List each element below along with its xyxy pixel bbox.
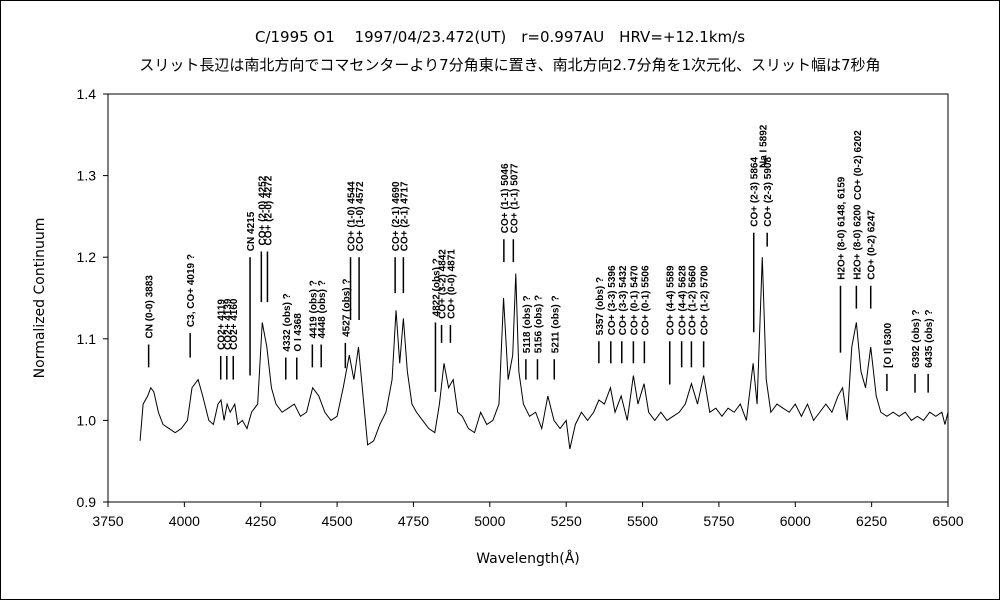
annotation-label: 5118 (obs) ? bbox=[522, 295, 533, 353]
annotation-label: C3, CO+ 4019 ? bbox=[186, 254, 197, 327]
x-tick-label: 4500 bbox=[322, 513, 353, 529]
annotation-label: O I 4368 bbox=[293, 313, 304, 352]
annotation-label: 6435 (obs) ? bbox=[924, 310, 935, 368]
y-tick-label: 0.9 bbox=[77, 494, 97, 510]
annotation-label: 4527 (obs) ? bbox=[341, 279, 352, 337]
annotation-label: CO+ (1-2) 5700 bbox=[700, 265, 711, 335]
annotation-label: CO+ (0-1) 5506 bbox=[640, 265, 651, 335]
y-tick-label: 1.2 bbox=[77, 249, 97, 265]
chart-subtitle: スリット長辺は南北方向でコマセンターより7分角東に置き、南北方向2.7分角を1次… bbox=[139, 56, 880, 74]
annotation-label: CN 4215 bbox=[246, 211, 257, 251]
annotation-label: CO+ (3-3) 5396 bbox=[607, 265, 618, 335]
x-tick-label: 6000 bbox=[780, 513, 811, 529]
x-tick-label: 5750 bbox=[703, 513, 734, 529]
y-tick-label: 1.0 bbox=[77, 412, 97, 428]
annotation-label: CO+ (2-1) 4717 bbox=[399, 181, 410, 251]
annotation-label: CO+ (2-0) 4272 bbox=[263, 175, 274, 245]
annotation-label: 6392 (obs) ? bbox=[911, 310, 922, 368]
x-tick-label: 5500 bbox=[627, 513, 658, 529]
annotation-label: H2O+ (8-0) 6148, 6159 bbox=[836, 176, 847, 280]
annotation-label: CO+ (1-2) 5660 bbox=[687, 265, 698, 335]
annotation-label: CO+ (4-4) 5628 bbox=[678, 265, 689, 335]
annotation-label: Na I 5892 bbox=[758, 124, 769, 168]
x-tick-label: 4000 bbox=[169, 513, 200, 529]
x-tick-label: 5000 bbox=[474, 513, 505, 529]
annotation-label: CO2+ 4160 bbox=[229, 298, 240, 350]
annotation-label: CO+ (2-3) 5864 bbox=[750, 157, 761, 227]
plot-area bbox=[107, 93, 949, 503]
x-tick-label: 6250 bbox=[856, 513, 887, 529]
x-tick-label: 3750 bbox=[92, 513, 123, 529]
annotation-label: CO+ (1-0) 4572 bbox=[355, 181, 366, 251]
x-axis-label: Wavelength(Å) bbox=[476, 550, 580, 567]
annotation-label: CO2+ 4119 bbox=[217, 299, 228, 350]
annotation-label: 5357 (obs) ? bbox=[595, 277, 606, 335]
spectrum-line bbox=[139, 257, 949, 450]
x-tick-label: 6500 bbox=[932, 513, 963, 529]
annotation-label: 5211 (obs) ? bbox=[550, 295, 561, 353]
annotation-label: CO+ (0-2) 6247 bbox=[867, 210, 878, 280]
annotation-label: [O I] 6300 bbox=[883, 322, 894, 367]
annotation-label: CO+ (2-1) 4690 bbox=[391, 181, 402, 251]
annotation-label: CO+ (2-3) 5908 bbox=[763, 157, 774, 227]
annotation-label: CO+ (1-1) 5077 bbox=[509, 163, 520, 233]
x-tick-label: 5250 bbox=[551, 513, 582, 529]
annotation-label: 5156 (obs) ? bbox=[533, 295, 544, 353]
annotation-label: 4332 (obs) ? bbox=[282, 293, 293, 351]
annotation-label: 4419 (obs) ? bbox=[308, 280, 319, 338]
annotation-label: CO+ (1-1) 5046 bbox=[500, 163, 511, 233]
annotation-label: CO2+ 4139 bbox=[223, 298, 234, 350]
y-axis-label: Normalized Continuum bbox=[32, 218, 48, 379]
chart-title: C/1995 O1 1997/04/23.472(UT) r=0.997AU H… bbox=[255, 28, 745, 46]
annotation-label: CN (0-0) 3883 bbox=[145, 275, 156, 339]
y-tick-label: 1.1 bbox=[77, 331, 97, 347]
annotation-label: CO+ (3-2) 4842 bbox=[438, 249, 449, 319]
annotation-label: CO+ (2-0) 4252 bbox=[257, 175, 268, 245]
y-tick-label: 1.3 bbox=[77, 168, 97, 184]
y-tick-label: 1.4 bbox=[77, 86, 97, 102]
annotation-label: CO+ (0-0) 4871 bbox=[446, 249, 457, 319]
annotation-label: CO+ (0-1) 5470 bbox=[629, 265, 640, 335]
annotation-label: CO+ (4-4) 5589 bbox=[666, 265, 677, 335]
annotation-label: CO+ (3-3) 5432 bbox=[618, 265, 629, 335]
annotation-label: 4822 (obs) ? bbox=[431, 258, 442, 316]
annotation-label: CO+ (0-2) 6202 bbox=[853, 130, 864, 200]
x-tick-label: 4750 bbox=[398, 513, 429, 529]
x-tick-label: 4250 bbox=[245, 513, 276, 529]
annotation-label: 4448 (obs) ? bbox=[317, 280, 328, 338]
annotation-label: H2O+ (8-0) 6200 bbox=[852, 204, 863, 280]
annotation-label: CO+ (1-0) 4544 bbox=[347, 181, 358, 251]
